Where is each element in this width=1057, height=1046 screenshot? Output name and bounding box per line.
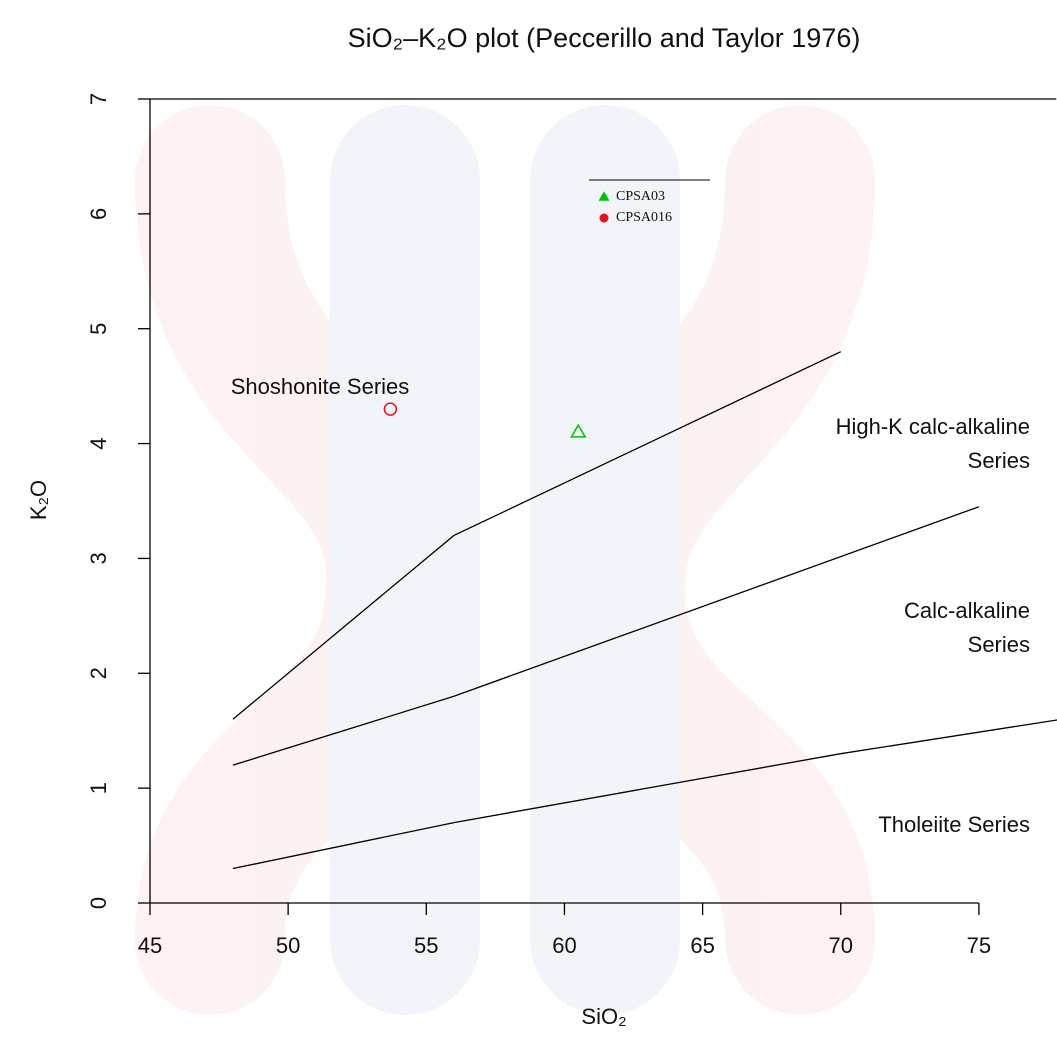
legend-marker — [598, 191, 610, 201]
y-tick-label: 7 — [86, 93, 111, 105]
data-point — [570, 423, 587, 438]
x-axis-label: SiO₂ — [581, 1004, 626, 1029]
y-tick-label: 4 — [86, 437, 111, 449]
boundary-line — [232, 351, 842, 720]
legend-label: CPSA016 — [616, 210, 672, 225]
x-tick-label: 55 — [414, 933, 438, 958]
y-tick-label: 1 — [86, 782, 111, 794]
region-label: Series — [968, 632, 1030, 657]
region-label: High-K calc-alkaline — [836, 414, 1030, 439]
region-label: Tholeiite Series — [878, 812, 1030, 837]
y-tick-label: 5 — [86, 323, 111, 335]
data-point — [383, 402, 398, 416]
x-tick-label: 45 — [138, 933, 162, 958]
region-label: Series — [968, 448, 1030, 473]
boundary-line — [232, 719, 1057, 870]
y-tick-label: 3 — [86, 552, 111, 564]
chart-title: SiO₂–K₂O plot (Peccerillo and Taylor 197… — [348, 23, 861, 53]
x-tick-label: 50 — [276, 933, 300, 958]
legend-label: CPSA03 — [616, 189, 665, 204]
y-tick-label: 0 — [86, 897, 111, 909]
y-tick-label: 6 — [86, 208, 111, 220]
x-tick-label: 60 — [552, 933, 576, 958]
boundary-line — [232, 506, 980, 766]
region-label: Calc-alkaline — [904, 598, 1030, 623]
y-tick-label: 2 — [86, 667, 111, 679]
x-tick-label: 65 — [690, 933, 714, 958]
x-tick-label: 75 — [967, 933, 991, 958]
legend-marker — [599, 213, 609, 223]
region-label: Shoshonite Series — [231, 374, 410, 399]
y-axis-label: K₂O — [26, 480, 51, 520]
x-tick-label: 70 — [829, 933, 853, 958]
watermark — [135, 105, 875, 1015]
